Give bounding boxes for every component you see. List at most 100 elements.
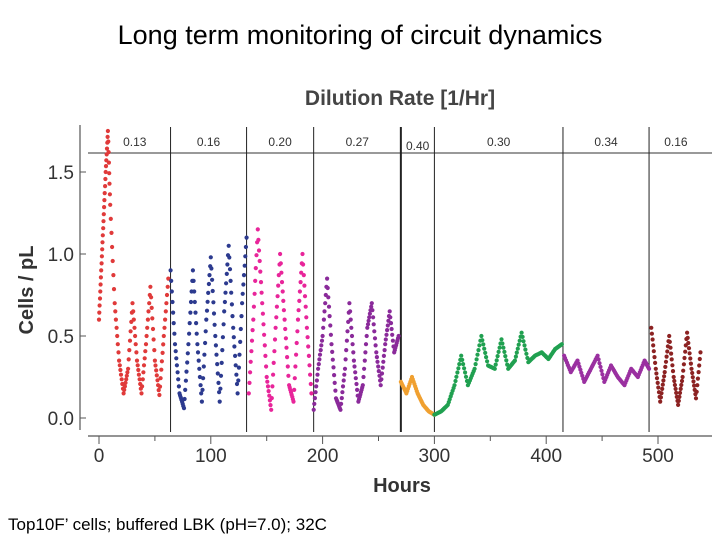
data-point bbox=[275, 294, 280, 299]
data-point bbox=[512, 358, 518, 363]
data-point bbox=[689, 366, 694, 371]
data-point bbox=[218, 373, 224, 378]
data-point bbox=[147, 301, 152, 306]
data-point bbox=[201, 364, 206, 369]
data-point bbox=[253, 266, 258, 271]
data-point bbox=[220, 335, 225, 340]
data-point bbox=[363, 342, 369, 347]
data-point bbox=[99, 261, 104, 266]
data-point bbox=[304, 315, 309, 320]
data-point bbox=[672, 378, 677, 384]
data-point bbox=[107, 181, 112, 186]
data-point bbox=[140, 384, 145, 389]
data-point bbox=[599, 368, 604, 373]
data-point bbox=[132, 325, 137, 330]
data-point bbox=[595, 353, 600, 358]
data-point bbox=[249, 338, 255, 343]
data-point bbox=[520, 334, 525, 339]
data-point bbox=[153, 363, 158, 368]
data-point bbox=[274, 304, 279, 309]
data-point bbox=[495, 354, 500, 359]
data-point bbox=[152, 348, 157, 353]
data-point bbox=[183, 387, 188, 392]
dilution-rate-label: 0.20 bbox=[268, 135, 292, 149]
data-point bbox=[229, 302, 234, 307]
data-point bbox=[382, 348, 387, 353]
data-point bbox=[472, 366, 477, 371]
data-point bbox=[126, 357, 131, 362]
x-tick-label: 200 bbox=[307, 446, 339, 467]
data-point bbox=[660, 382, 665, 387]
data-point bbox=[283, 326, 288, 332]
data-point bbox=[670, 369, 676, 374]
data-point bbox=[209, 266, 214, 271]
data-point bbox=[325, 285, 330, 291]
data-point bbox=[119, 377, 124, 382]
data-point bbox=[525, 355, 530, 361]
data-point bbox=[352, 364, 357, 369]
data-point bbox=[660, 386, 665, 391]
data-point bbox=[323, 301, 328, 306]
data-point bbox=[100, 240, 105, 245]
data-point bbox=[308, 372, 313, 377]
data-point bbox=[230, 314, 235, 319]
data-point bbox=[513, 354, 519, 359]
data-point bbox=[301, 262, 306, 267]
data-point bbox=[236, 365, 241, 370]
data-point bbox=[663, 359, 669, 364]
data-point bbox=[146, 309, 151, 314]
data-point bbox=[682, 355, 687, 361]
data-point bbox=[687, 351, 692, 356]
data-point bbox=[116, 350, 121, 355]
data-point bbox=[134, 358, 140, 363]
data-point bbox=[453, 378, 458, 384]
data-point bbox=[347, 301, 352, 306]
data-point bbox=[339, 396, 344, 401]
footer-caption: Top10F’ cells; buffered LBK (pH=7.0); 32… bbox=[8, 515, 327, 534]
data-point bbox=[220, 348, 225, 353]
data-point bbox=[200, 387, 205, 392]
data-point bbox=[306, 353, 311, 358]
data-point bbox=[127, 338, 133, 343]
data-point bbox=[313, 390, 318, 395]
data-point bbox=[173, 349, 178, 354]
data-point bbox=[366, 318, 371, 323]
data-point bbox=[376, 364, 381, 369]
data-point bbox=[234, 372, 239, 377]
data-point bbox=[463, 374, 469, 379]
data-point bbox=[698, 350, 703, 355]
data-point bbox=[484, 355, 489, 360]
data-point bbox=[223, 290, 228, 295]
data-point bbox=[115, 333, 120, 339]
data-point bbox=[247, 380, 252, 385]
data-point bbox=[327, 314, 332, 319]
data-point bbox=[312, 401, 317, 406]
data-point bbox=[109, 230, 114, 235]
data-point bbox=[222, 309, 227, 314]
data-point bbox=[130, 301, 135, 306]
data-point bbox=[297, 289, 302, 294]
data-point bbox=[314, 378, 319, 383]
dilution-rate-label: 0.40 bbox=[406, 139, 430, 153]
data-point bbox=[155, 378, 160, 383]
data-point bbox=[360, 383, 365, 388]
data-point bbox=[663, 364, 668, 369]
data-point bbox=[253, 278, 258, 283]
data-point bbox=[274, 315, 279, 320]
data-point bbox=[215, 362, 220, 367]
data-point bbox=[320, 333, 325, 339]
data-point bbox=[205, 299, 210, 304]
data-point bbox=[279, 270, 284, 275]
data-point bbox=[252, 291, 257, 296]
data-point bbox=[691, 379, 696, 384]
data-point bbox=[141, 370, 146, 375]
data-point bbox=[124, 377, 129, 382]
data-point bbox=[312, 396, 317, 401]
data-point bbox=[328, 323, 333, 328]
data-point bbox=[302, 294, 308, 299]
data-point bbox=[305, 335, 310, 340]
data-point bbox=[326, 295, 331, 300]
data-point bbox=[187, 321, 192, 326]
data-point bbox=[521, 339, 526, 344]
data-point bbox=[696, 370, 701, 375]
